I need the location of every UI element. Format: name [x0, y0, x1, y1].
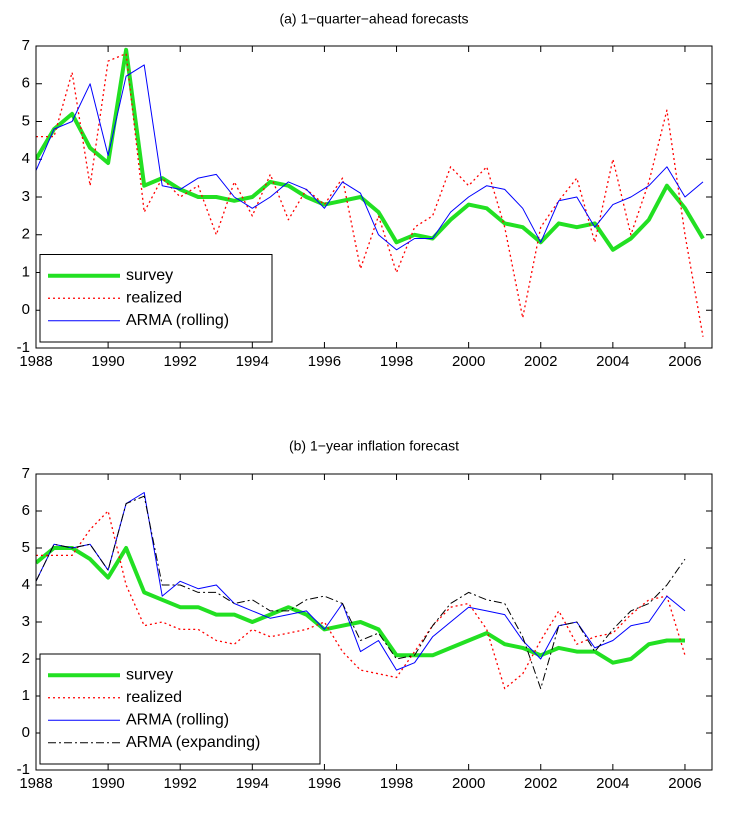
- y-tick-label: -1: [17, 339, 30, 356]
- y-tick-label: 3: [22, 188, 30, 205]
- series-line: [36, 546, 685, 665]
- x-tick-label: 1998: [380, 775, 413, 792]
- x-tick-label: 1990: [91, 353, 124, 370]
- y-tick-label: 6: [22, 75, 30, 92]
- x-tick-label: 1990: [91, 775, 124, 792]
- legend-label: ARMA (expanding): [126, 734, 260, 751]
- series-line: [36, 495, 686, 690]
- y-tick-label: 7: [22, 465, 30, 482]
- x-tick-label: 2006: [668, 775, 701, 792]
- y-tick-label: 2: [22, 226, 30, 243]
- y-tick-label: 1: [22, 687, 30, 704]
- legend-label: ARMA (rolling): [126, 312, 229, 329]
- y-tick-label: 3: [22, 613, 30, 630]
- chart-title: (a) 1−quarter−ahead forecasts: [279, 11, 468, 27]
- x-tick-label: 1992: [164, 353, 197, 370]
- series-line: [36, 52, 704, 337]
- x-tick-label: 1996: [308, 353, 341, 370]
- y-tick-label: 4: [22, 576, 30, 593]
- x-tick-label: 2002: [524, 775, 557, 792]
- legend-label: realized: [126, 289, 182, 306]
- x-tick-label: 2002: [524, 353, 557, 370]
- x-tick-label: 2000: [452, 353, 485, 370]
- y-tick-label: 2: [22, 650, 30, 667]
- x-tick-label: 1994: [236, 775, 269, 792]
- series-line: [36, 492, 686, 671]
- y-tick-label: 0: [22, 301, 30, 318]
- legend-label: survey: [126, 267, 173, 284]
- series-line: [36, 64, 704, 251]
- x-tick-label: 1992: [164, 775, 197, 792]
- x-tick-label: 1988: [19, 353, 52, 370]
- y-tick-label: 5: [22, 539, 30, 556]
- x-tick-label: 1988: [19, 775, 52, 792]
- x-tick-label: 1994: [236, 353, 269, 370]
- y-tick-label: -1: [17, 761, 30, 778]
- x-tick-label: 2004: [596, 775, 629, 792]
- legend-label: realized: [126, 689, 182, 706]
- y-tick-label: 0: [22, 724, 30, 741]
- legend-label: survey: [126, 666, 173, 683]
- chart-title: (b) 1−year inflation forecast: [289, 438, 459, 454]
- y-tick-label: 7: [22, 37, 30, 54]
- x-tick-label: 2006: [668, 353, 701, 370]
- y-tick-label: 4: [22, 150, 30, 167]
- y-tick-label: 6: [22, 502, 30, 519]
- y-tick-label: 1: [22, 263, 30, 280]
- legend-label: ARMA (rolling): [126, 711, 229, 728]
- series-line: [36, 510, 686, 690]
- x-tick-label: 1996: [308, 775, 341, 792]
- x-tick-label: 2004: [596, 353, 629, 370]
- x-tick-label: 1998: [380, 353, 413, 370]
- legend-box: [39, 653, 321, 765]
- series-line: [36, 47, 705, 252]
- y-tick-label: 5: [22, 112, 30, 129]
- x-tick-label: 2000: [452, 775, 485, 792]
- plot-frame: [35, 45, 713, 349]
- plot-frame: [35, 473, 713, 771]
